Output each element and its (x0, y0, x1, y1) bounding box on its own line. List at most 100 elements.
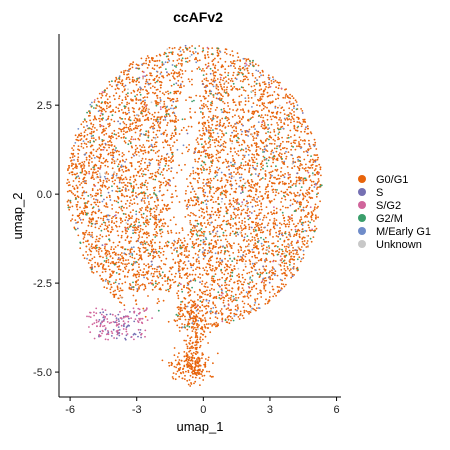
data-point (272, 94, 274, 96)
data-point (228, 309, 230, 311)
data-point (248, 72, 250, 74)
data-point (160, 159, 162, 161)
data-point (282, 215, 284, 217)
data-point (273, 199, 275, 201)
data-point (314, 209, 316, 211)
data-point (204, 375, 206, 377)
data-point (288, 141, 290, 143)
data-point (147, 210, 149, 212)
data-point (156, 269, 158, 271)
data-point (79, 247, 81, 249)
data-point (159, 97, 161, 99)
data-point (158, 221, 160, 223)
data-point (207, 54, 209, 56)
data-point (189, 108, 191, 110)
data-point (217, 116, 219, 118)
data-point (248, 159, 250, 161)
data-point (123, 304, 125, 306)
data-point (258, 146, 260, 148)
data-point (285, 199, 287, 201)
data-point (202, 182, 204, 184)
data-point (128, 151, 130, 153)
data-point (215, 72, 217, 74)
data-point (264, 303, 266, 305)
data-point (143, 268, 145, 270)
data-point (310, 159, 312, 161)
data-point (215, 201, 217, 203)
data-point (200, 138, 202, 140)
data-point (131, 257, 133, 259)
data-point (273, 131, 275, 133)
data-point (207, 120, 209, 122)
data-point (152, 173, 154, 175)
data-point (81, 182, 83, 184)
data-point (148, 255, 150, 257)
data-point (210, 111, 212, 113)
data-point (235, 294, 237, 296)
data-point (284, 286, 286, 288)
data-point (71, 218, 73, 220)
data-point (218, 210, 220, 212)
data-point (98, 147, 100, 149)
data-point (276, 158, 278, 160)
data-point (158, 77, 160, 79)
data-point (205, 266, 207, 268)
data-point (72, 174, 74, 176)
data-point (148, 135, 150, 137)
data-point (247, 162, 249, 164)
data-point (293, 253, 295, 255)
data-point (235, 222, 237, 224)
data-point (128, 241, 130, 243)
data-point (146, 189, 148, 191)
data-point (192, 230, 194, 232)
data-point (260, 259, 262, 261)
data-point (129, 78, 131, 80)
data-point (130, 252, 132, 254)
data-point (305, 179, 307, 181)
data-point (233, 282, 235, 284)
data-point (249, 211, 251, 213)
data-point (113, 248, 115, 250)
data-point (217, 353, 219, 355)
data-point (122, 231, 124, 233)
data-point (200, 333, 202, 335)
data-point (120, 217, 122, 219)
data-point (206, 311, 208, 313)
data-point (128, 103, 130, 105)
data-point (125, 94, 127, 96)
data-point (129, 65, 131, 67)
data-point (223, 194, 225, 196)
data-point (307, 128, 309, 130)
data-point (204, 331, 206, 333)
data-point (303, 181, 305, 183)
data-point (182, 267, 184, 269)
data-point (119, 273, 121, 275)
data-point (132, 269, 134, 271)
data-point (197, 52, 199, 54)
data-point (156, 275, 158, 277)
data-point (102, 162, 104, 164)
data-point (276, 122, 278, 124)
data-point (124, 267, 126, 269)
data-point (136, 147, 138, 149)
data-point (204, 294, 206, 296)
data-point (266, 247, 268, 249)
data-point (111, 204, 113, 206)
data-point (215, 219, 217, 221)
data-point (189, 347, 191, 349)
data-point (81, 138, 83, 140)
data-point (161, 236, 163, 238)
data-point (156, 271, 158, 273)
data-point (198, 158, 200, 160)
data-point (178, 63, 180, 65)
data-point (153, 68, 155, 70)
data-point (175, 281, 177, 283)
data-point (227, 294, 229, 296)
data-point (233, 198, 235, 200)
data-point (119, 295, 121, 297)
data-point (254, 264, 256, 266)
data-point (296, 180, 298, 182)
data-point (209, 231, 211, 233)
data-point (111, 145, 113, 147)
data-point (105, 95, 107, 97)
